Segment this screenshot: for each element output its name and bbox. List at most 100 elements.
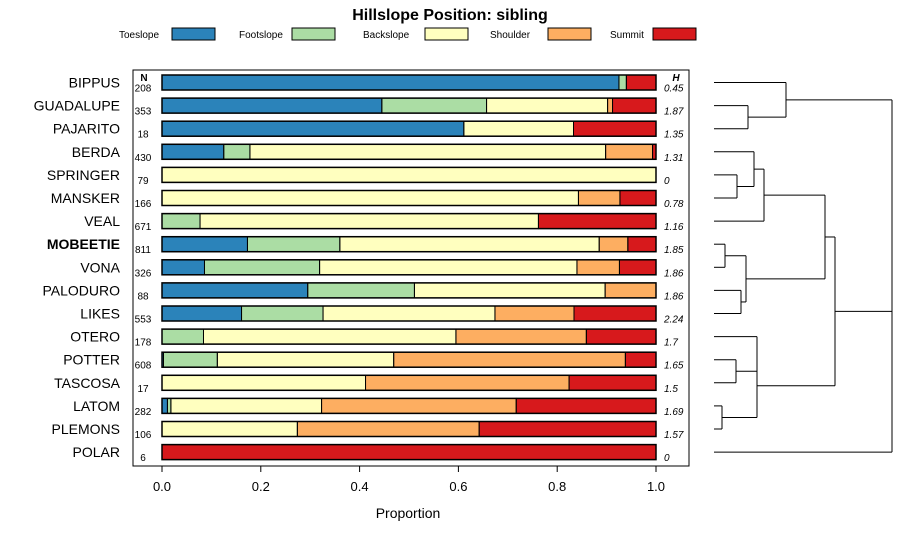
legend-label: Backslope [363,30,410,41]
row-label: SPRINGER [47,167,120,183]
bar-segment-summit [479,421,656,437]
bar-segment-backslope [162,421,298,437]
legend-swatch [424,27,469,41]
row-label: POLAR [73,444,120,460]
n-count-label: 353 [135,107,152,118]
bar-outline [161,166,657,184]
x-tick-label: 0.4 [351,479,369,494]
bar-segment-backslope [170,398,322,414]
bar-segment-shoulder [578,190,620,206]
n-count-label: 88 [137,291,149,302]
rows: BIPPUS 208 0.45 GUADALUPE 353 1.87 PAJARITO 18 1… [34,74,684,464]
plot-panel [132,69,690,467]
n-count-label: 178 [135,338,152,349]
n-count-label: 18 [137,130,149,141]
h-entropy-label: 1.69 [664,407,684,418]
bar-segment-toeslope [162,144,224,160]
bar-segment-backslope [463,121,574,137]
row-label: GUADALUPE [34,98,120,114]
bar-segment-summit [619,190,656,206]
bar-segment-toeslope [162,121,464,137]
bar-segment-backslope [249,144,606,160]
n-count-label: 282 [135,407,152,418]
x-tick-label: 0.2 [252,479,270,494]
bar-segment-toeslope [162,236,248,252]
legend-label: Toeslope [119,30,159,41]
legend-label: Shoulder [490,30,531,41]
legend-label: Summit [610,30,644,41]
bar-segment-backslope [339,236,600,252]
n-count-label: 430 [135,153,152,164]
bar-segment-backslope [319,259,577,275]
bar-segment-summit [573,121,656,137]
bar-segment-footslope [162,329,204,345]
bar-segment-summit [626,75,656,90]
bar-segment-toeslope [162,398,168,414]
bar-segment-shoulder [365,375,570,391]
bar-outline [161,282,657,299]
bar-segment-footslope [247,236,340,252]
bar-segment-footslope [163,352,218,368]
bar-segment-backslope [323,306,495,321]
bar-segment-footslope [381,98,487,114]
bar-segment-shoulder [321,398,517,414]
h-entropy-label: 2.24 [663,315,684,326]
h-entropy-label: 0.78 [664,199,684,210]
bar-segment-summit [627,236,656,252]
x-axis: 0.0 0.2 0.4 0.6 0.8 1.0 [153,466,665,494]
bar-segment-toeslope [162,75,619,90]
row-label: PLEMONS [52,421,120,437]
row-label: LIKES [80,306,120,322]
legend-swatch [291,27,336,41]
bar-segment-backslope [217,352,394,368]
legend-label: Footslope [239,30,283,41]
bar-segment-summit [652,144,656,160]
bar-segment-toeslope [162,98,382,114]
row-label: BERDA [72,144,121,160]
x-axis-title: Proportion [376,505,441,521]
bar-segment-backslope [162,167,656,183]
bar-segment-summit [538,213,656,229]
row-label: TASCOSA [54,375,121,391]
bar-outline [161,420,657,438]
bar-outline [161,374,657,392]
bar-segment-toeslope [162,306,242,321]
bar-segment-shoulder [297,421,480,437]
bar-outline [161,259,657,276]
bar-segment-footslope [307,282,415,298]
bar-segment-footslope [241,306,324,321]
h-entropy-label: 1.16 [664,222,684,233]
bar-outline [161,74,657,91]
bar-segment-shoulder [455,329,587,345]
x-tick-label: 0.0 [153,479,171,494]
row-label: POTTER [63,352,120,368]
row-label: MANSKER [51,190,120,206]
bar-segment-footslope [204,259,320,275]
h-entropy-label: 1.57 [664,430,684,441]
bar-segment-shoulder [605,282,656,298]
n-count-label: 208 [135,84,152,95]
row-label: PALODURO [42,282,120,298]
legend-swatch [547,27,592,41]
bar-segment-backslope [162,190,579,206]
bar-segment-footslope [618,75,627,90]
bar-segment-backslope [203,329,456,345]
h-entropy-label: 1.31 [664,153,683,164]
n-count-label: 811 [135,245,151,256]
row-label: BIPPUS [69,75,120,91]
n-column-header: N [140,73,147,84]
bar-segment-backslope [162,375,366,391]
h-entropy-label: 1.86 [664,291,684,302]
row-label: VEAL [84,213,120,229]
row-label: VONA [80,259,120,275]
n-count-label: 608 [135,361,152,372]
row-label: OTERO [70,329,120,345]
legend-swatch [171,27,216,41]
x-tick-label: 0.8 [548,479,566,494]
h-entropy-label: 0 [664,453,670,464]
h-entropy-label: 0 [664,176,670,187]
n-count-label: 553 [135,315,152,326]
bar-outline [161,351,657,368]
legend-swatch [652,27,697,41]
